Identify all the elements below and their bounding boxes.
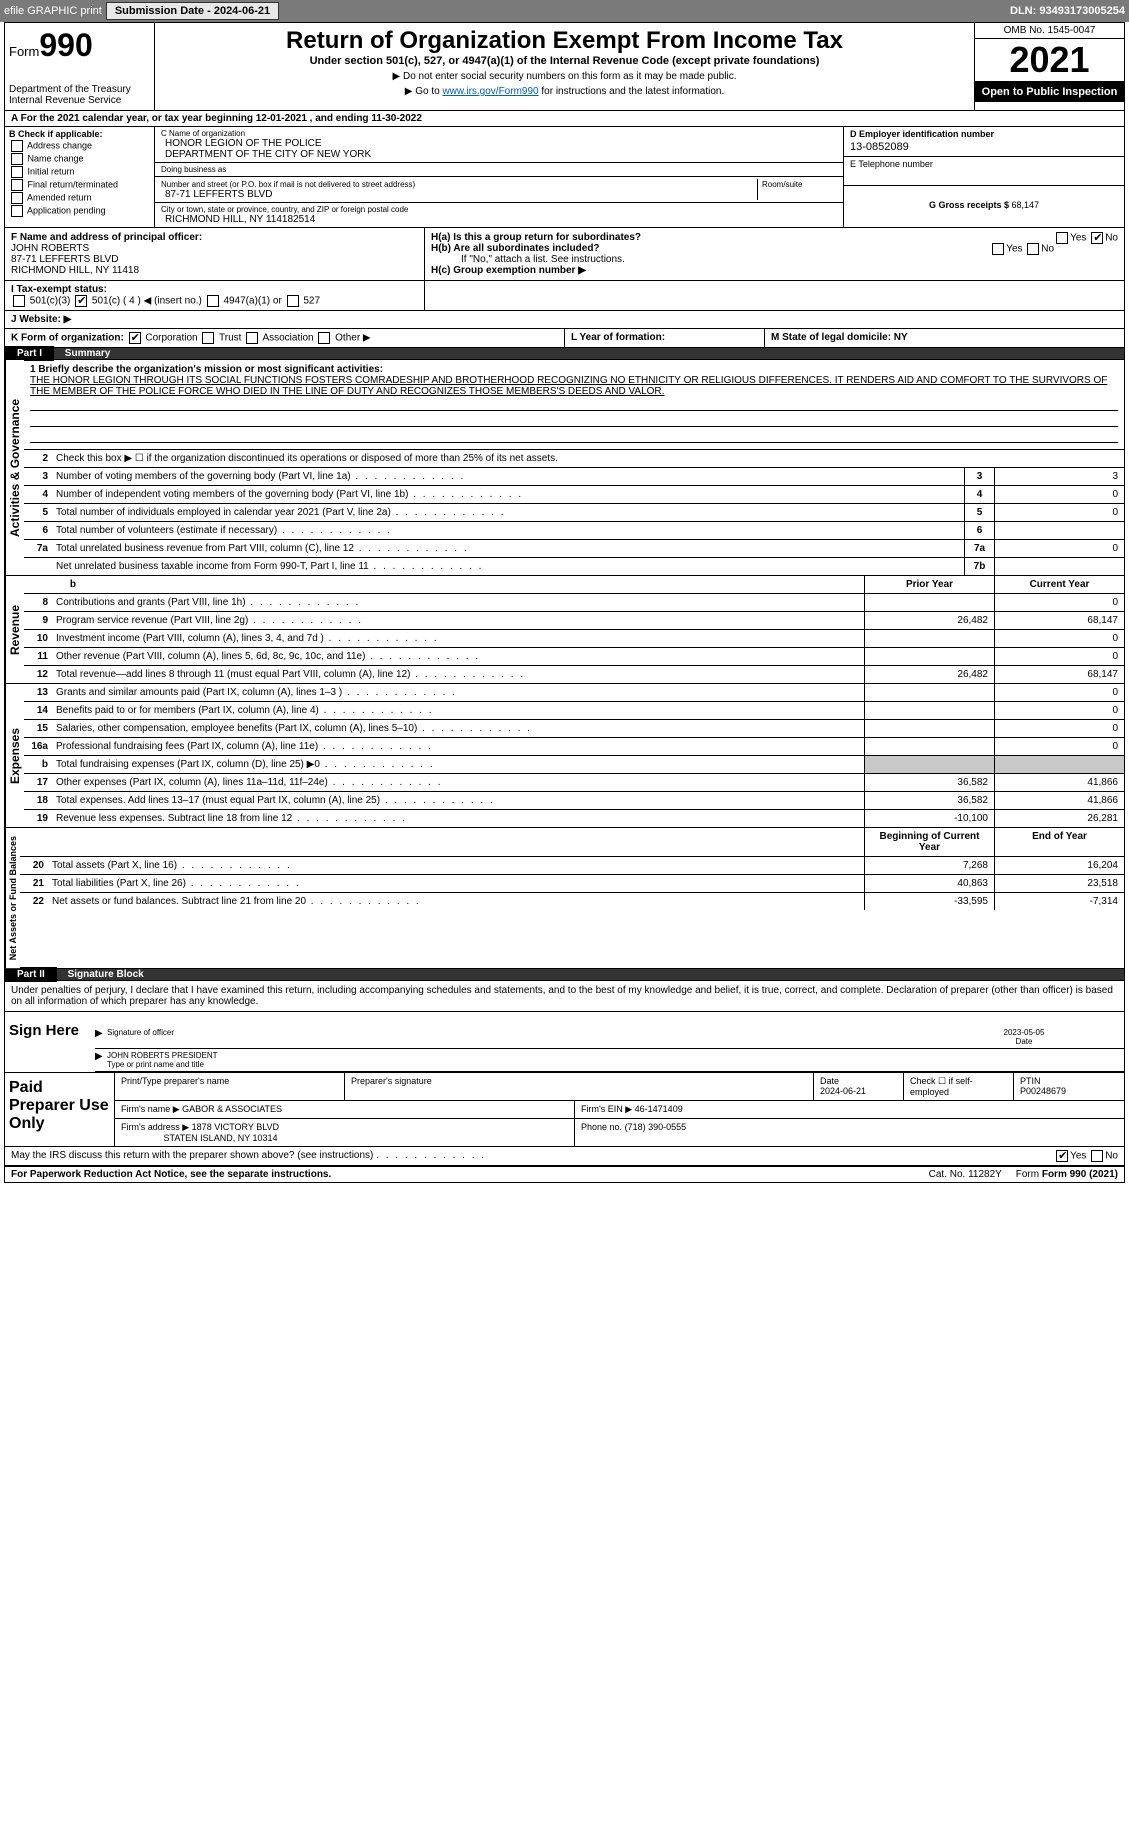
sig-date: 2023-05-05 [1004, 1028, 1045, 1037]
form-number: Form990 [9, 27, 150, 64]
gross-receipts: 68,147 [1012, 200, 1040, 210]
table-row: 14Benefits paid to or for members (Part … [24, 702, 1124, 720]
part-i-header: Part I Summary [5, 348, 1124, 360]
officer-signed-name: JOHN ROBERTS PRESIDENT [107, 1051, 218, 1060]
block-fgh: F Name and address of principal officer:… [5, 228, 1124, 281]
firm-ein: 46-1471409 [635, 1104, 683, 1114]
goto-notice: ▶ Go to www.irs.gov/Form990 for instruct… [163, 86, 966, 97]
table-row: 20Total assets (Part X, line 16)7,26816,… [20, 857, 1124, 875]
net-assets-section: Net Assets or Fund Balances Beginning of… [5, 828, 1124, 969]
prep-date: 2024-06-21 [820, 1086, 866, 1096]
discuss-row: May the IRS discuss this return with the… [5, 1147, 1124, 1167]
row-a-tax-year: A For the 2021 calendar year, or tax yea… [5, 111, 1124, 127]
table-row: 22Net assets or fund balances. Subtract … [20, 893, 1124, 910]
col-d-ein: D Employer identification number 13-0852… [844, 127, 1124, 227]
header-left: Form990 Department of the Treasury Inter… [5, 23, 155, 110]
vtab-na: Net Assets or Fund Balances [5, 828, 20, 968]
table-row: 8Contributions and grants (Part VIII, li… [24, 594, 1124, 612]
principal-officer: F Name and address of principal officer:… [5, 228, 425, 280]
sign-here-block: Sign Here Signature of officer 2023-05-0… [5, 1012, 1124, 1073]
form-990-page: Form990 Department of the Treasury Inter… [4, 22, 1125, 1183]
efile-label: efile GRAPHIC print [4, 5, 102, 17]
cb-application-pending[interactable]: Application pending [9, 205, 150, 217]
table-row: 3Number of voting members of the governi… [24, 468, 1124, 486]
table-row: 7aTotal unrelated business revenue from … [24, 540, 1124, 558]
mission-text: THE HONOR LEGION THROUGH ITS SOCIAL FUNC… [30, 375, 1118, 397]
tax-year: 2021 [975, 39, 1124, 82]
table-row: 11Other revenue (Part VIII, column (A), … [24, 648, 1124, 666]
irs-link[interactable]: www.irs.gov/Form990 [442, 86, 538, 97]
vtab-rev: Revenue [5, 576, 24, 683]
header-right: OMB No. 1545-0047 2021 Open to Public In… [974, 23, 1124, 110]
ssn-notice: ▶ Do not enter social security numbers o… [163, 71, 966, 82]
firm-name: GABOR & ASSOCIATES [182, 1104, 282, 1114]
table-row: 18Total expenses. Add lines 13–17 (must … [24, 792, 1124, 810]
form-title: Return of Organization Exempt From Incom… [163, 27, 966, 55]
col-c-org-info: C Name of organization HONOR LEGION OF T… [155, 127, 844, 227]
ein: 13-0852089 [850, 141, 1118, 153]
table-row: 13Grants and similar amounts paid (Part … [24, 684, 1124, 702]
open-to-public: Open to Public Inspection [975, 82, 1124, 102]
page-footer: For Paperwork Reduction Act Notice, see … [5, 1167, 1124, 1182]
officer-name: JOHN ROBERTS [11, 243, 89, 254]
table-row: 6Total number of volunteers (estimate if… [24, 522, 1124, 540]
firm-phone: (718) 390-0555 [625, 1122, 687, 1132]
efile-topbar: efile GRAPHIC print Submission Date - 20… [0, 0, 1129, 22]
submission-date-button[interactable]: Submission Date - 2024-06-21 [106, 2, 279, 20]
org-name: HONOR LEGION OF THE POLICE DEPARTMENT OF… [161, 138, 837, 160]
cb-initial-return[interactable]: Initial return [9, 166, 150, 178]
paid-preparer-block: Paid Preparer Use Only Print/Type prepar… [5, 1073, 1124, 1147]
table-row: 16aProfessional fundraising fees (Part I… [24, 738, 1124, 756]
tax-exempt-status: I Tax-exempt status: 501(c)(3) 501(c) ( … [5, 281, 1124, 311]
revenue-section: Revenue b Prior Year Current Year 8Contr… [5, 576, 1124, 684]
website-row: J Website: ▶ [5, 311, 1124, 329]
form-subtitle: Under section 501(c), 527, or 4947(a)(1)… [163, 55, 966, 67]
table-row: 12Total revenue—add lines 8 through 11 (… [24, 666, 1124, 683]
vtab-exp: Expenses [5, 684, 24, 827]
table-row: 9Program service revenue (Part VIII, lin… [24, 612, 1124, 630]
street-address: 87-71 LEFFERTS BLVD [161, 189, 272, 200]
vtab-ag: Activities & Governance [5, 360, 24, 575]
form-header: Form990 Department of the Treasury Inter… [5, 23, 1124, 111]
form-of-org: K Form of organization: Corporation Trus… [5, 329, 1124, 348]
table-row: 4Number of independent voting members of… [24, 486, 1124, 504]
cb-amended[interactable]: Amended return [9, 192, 150, 204]
col-b-checkboxes: B Check if applicable: Address change Na… [5, 127, 155, 227]
table-row: 5Total number of individuals employed in… [24, 504, 1124, 522]
part-ii-header: Part II Signature Block [5, 969, 1124, 981]
expenses-section: Expenses 13Grants and similar amounts pa… [5, 684, 1124, 828]
irs-label: Internal Revenue Service [9, 95, 150, 106]
ptin: P00248679 [1020, 1086, 1066, 1096]
treasury-dept: Department of the Treasury [9, 84, 150, 95]
cb-address-change[interactable]: Address change [9, 140, 150, 152]
group-return: H(a) Is this a group return for subordin… [425, 228, 1124, 280]
table-row: 15Salaries, other compensation, employee… [24, 720, 1124, 738]
omb-number: OMB No. 1545-0047 [975, 23, 1124, 39]
table-row: 19Revenue less expenses. Subtract line 1… [24, 810, 1124, 827]
header-title-block: Return of Organization Exempt From Incom… [155, 23, 974, 110]
block-bcd: B Check if applicable: Address change Na… [5, 127, 1124, 228]
perjury-declaration: Under penalties of perjury, I declare th… [5, 981, 1124, 1012]
table-row: 10Investment income (Part VIII, column (… [24, 630, 1124, 648]
activities-governance: Activities & Governance 1 Briefly descri… [5, 360, 1124, 576]
table-row: bTotal fundraising expenses (Part IX, co… [24, 756, 1124, 774]
cb-name-change[interactable]: Name change [9, 153, 150, 165]
table-row: 17Other expenses (Part IX, column (A), l… [24, 774, 1124, 792]
dln-label: DLN: 93493173005254 [1010, 5, 1125, 17]
table-row: 21Total liabilities (Part X, line 26)40,… [20, 875, 1124, 893]
table-row: Net unrelated business taxable income fr… [24, 558, 1124, 575]
cb-final-return[interactable]: Final return/terminated [9, 179, 150, 191]
city-state-zip: RICHMOND HILL, NY 114182514 [161, 214, 837, 225]
